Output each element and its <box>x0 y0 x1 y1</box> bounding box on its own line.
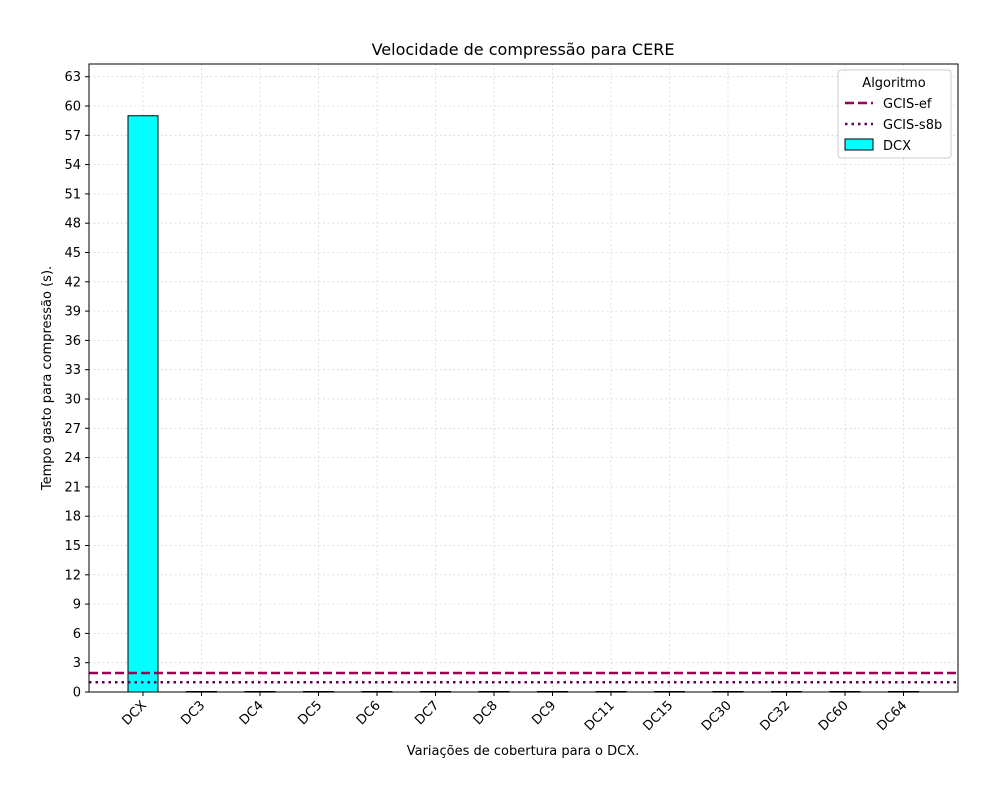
x-tick-label: DC8 <box>471 698 501 728</box>
legend-title: Algoritmo <box>862 76 925 91</box>
legend-label-gcis-ef: GCIS-ef <box>883 97 932 112</box>
y-tick-label: 36 <box>64 334 81 349</box>
legend: Algoritmo GCIS-ef GCIS-s8b DCX <box>837 69 952 159</box>
y-tick-label: 63 <box>64 70 81 85</box>
x-tick-label: DC6 <box>354 698 384 728</box>
x-tick-label: DC30 <box>699 698 735 734</box>
y-tick-label: 51 <box>64 187 81 202</box>
y-tick-label: 18 <box>64 510 81 525</box>
y-tick-label: 27 <box>64 422 81 437</box>
y-tick-label: 24 <box>64 451 81 466</box>
y-tick-label: 39 <box>64 305 81 320</box>
x-tick-label: DC5 <box>295 698 325 728</box>
x-axis-label: Variações de cobertura para o DCX. <box>407 744 640 759</box>
y-tick-label: 33 <box>64 363 81 378</box>
bar-dcx <box>127 115 159 693</box>
y-tick-label: 45 <box>64 246 81 261</box>
y-tick-label: 54 <box>64 158 81 173</box>
y-tick-label: 42 <box>64 275 81 290</box>
y-axis-label: Tempo gasto para compressão (s). <box>40 266 55 491</box>
y-tick-label: 57 <box>64 129 81 144</box>
y-tick-label: 60 <box>64 99 81 114</box>
x-tick-label: DC64 <box>875 698 911 734</box>
legend-label-gcis-s8b: GCIS-s8b <box>883 118 942 133</box>
x-tick-label: DC15 <box>641 698 677 734</box>
y-tick-label: 30 <box>64 392 81 407</box>
y-tick-label: 15 <box>64 539 81 554</box>
y-tick-label: 21 <box>64 480 81 495</box>
x-tick-label: DC11 <box>582 698 618 734</box>
y-tick-label: 0 <box>73 686 81 701</box>
x-tick-label: DC4 <box>237 698 267 728</box>
x-tick-label: DC32 <box>758 698 794 734</box>
plot-frame <box>88 63 959 693</box>
x-tick-label: DCX <box>119 698 149 728</box>
y-tick-label: 3 <box>73 656 81 671</box>
y-tick-label: 12 <box>64 568 81 583</box>
x-tick-label: DC60 <box>816 698 852 734</box>
x-axis-ticks: DCX DC3 DC4 DC5 DC6 DC7 DC8 DC9 DC11 DC15 DC30 DC32… <box>119 692 910 734</box>
y-tick-label: 6 <box>73 627 81 642</box>
legend-swatch-dcx <box>844 138 874 151</box>
y-tick-label: 9 <box>73 598 81 613</box>
x-tick-label: DC3 <box>178 698 208 728</box>
chart-title: Velocidade de compressão para CERE <box>372 40 675 59</box>
bars <box>127 115 919 693</box>
legend-box <box>837 69 952 159</box>
legend-label-dcx: DCX <box>883 139 911 154</box>
x-tick-label: DC9 <box>529 698 559 728</box>
y-tick-label: 48 <box>64 217 81 232</box>
x-tick-label: DC7 <box>412 698 442 728</box>
reference-lines <box>89 671 958 684</box>
grid <box>89 64 958 693</box>
